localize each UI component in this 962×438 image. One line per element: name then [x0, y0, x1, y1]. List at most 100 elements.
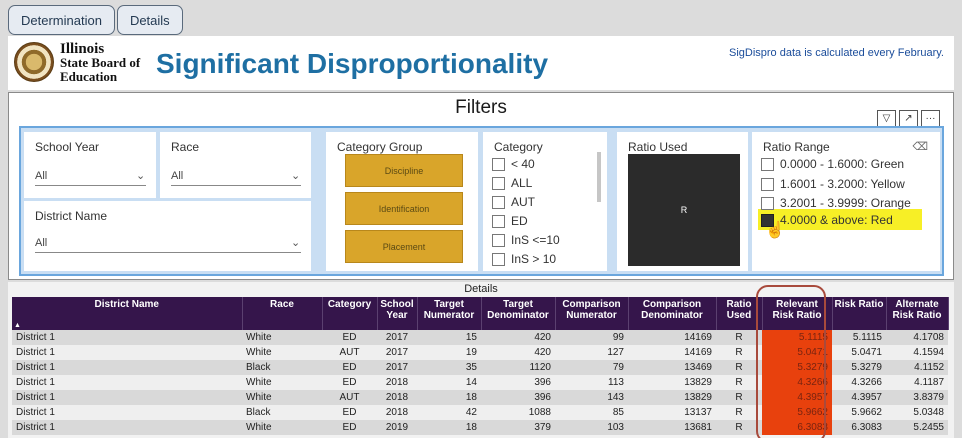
ratio-range-option-orange[interactable]: 3.2001 - 3.9999: Orange: [761, 195, 911, 211]
checkbox[interactable]: [492, 195, 505, 209]
table-row: District 1 White AUT 2017 19 420 127 14169 R 5.04…: [12, 345, 948, 360]
tab-details[interactable]: Details: [116, 5, 183, 35]
table-cell: 99: [555, 330, 628, 345]
tab-determination[interactable]: Determination: [8, 5, 115, 35]
ratio-used-label: Ratio Used: [628, 140, 688, 154]
column-header[interactable]: School Year: [377, 297, 418, 330]
table-cell: 1088: [481, 405, 555, 420]
category-group-discipline-button[interactable]: Discipline: [345, 154, 463, 187]
ratio-range-option-label: 1.6001 - 3.2000: Yellow: [780, 177, 905, 191]
column-header[interactable]: Risk Ratio: [832, 297, 887, 330]
ratio-used-r-tile[interactable]: R: [628, 154, 740, 266]
table-cell: District 1: [12, 420, 242, 435]
table-cell: 2017: [377, 360, 417, 375]
table-cell: 1120: [481, 360, 555, 375]
category-scrollbar[interactable]: [597, 152, 601, 202]
category-option-label: InS <=10: [511, 233, 560, 247]
table-cell: 5.0471: [762, 345, 832, 360]
category-option[interactable]: ED: [492, 213, 528, 229]
category-option[interactable]: ALL: [492, 175, 532, 191]
table-cell: 2018: [377, 375, 417, 390]
race-slicer: Race All ⌄: [160, 132, 311, 198]
table-row: District 1 White ED 2018 14 396 113 13829 R 4.326…: [12, 375, 948, 390]
district-name-slicer: District Name All ⌄: [24, 201, 311, 271]
table-cell: 13681: [628, 420, 716, 435]
category-group-placement-button[interactable]: Placement: [345, 230, 463, 263]
focus-mode-icon[interactable]: ↗: [899, 110, 918, 127]
checkbox-checked[interactable]: [761, 213, 774, 227]
table-cell: District 1: [12, 330, 242, 345]
checkbox[interactable]: [492, 252, 505, 266]
district-name-value: All: [35, 236, 48, 249]
table-cell: 42: [417, 405, 481, 420]
table-cell: 127: [555, 345, 628, 360]
race-value: All: [171, 169, 184, 182]
category-option[interactable]: < 40: [492, 156, 535, 172]
logo-line-3: Education: [60, 69, 118, 84]
checkbox[interactable]: [761, 157, 774, 171]
table-cell: 13829: [628, 390, 716, 405]
checkbox[interactable]: [492, 214, 505, 228]
table-cell: 13137: [628, 405, 716, 420]
table-cell: 3.8379: [886, 390, 948, 405]
table-row: District 1 White ED 2019 18 379 103 13681 R 6.308…: [12, 420, 948, 435]
category-option[interactable]: AUT: [492, 194, 535, 210]
table-cell: 113: [555, 375, 628, 390]
column-header[interactable]: Target Denominator: [481, 297, 556, 330]
table-cell: 18: [417, 420, 481, 435]
chevron-down-icon: ⌄: [291, 236, 301, 249]
clear-selections-icon[interactable]: ⌫: [912, 141, 928, 153]
table-cell: 85: [555, 405, 628, 420]
table-cell: ED: [322, 420, 377, 435]
column-header[interactable]: Comparison Denominator: [628, 297, 717, 330]
checkbox[interactable]: [492, 176, 505, 190]
ratio-range-option-yellow[interactable]: 1.6001 - 3.2000: Yellow: [761, 176, 905, 192]
category-label: Category: [494, 140, 543, 154]
school-year-dropdown[interactable]: All ⌄: [35, 166, 146, 186]
sort-ascending-icon[interactable]: ▲: [14, 322, 21, 329]
category-group-identification-button[interactable]: Identification: [345, 192, 463, 225]
table-cell: 18: [417, 390, 481, 405]
table-cell: 15: [417, 330, 481, 345]
table-cell: 103: [555, 420, 628, 435]
table-cell: 35: [417, 360, 481, 375]
race-dropdown[interactable]: All ⌄: [171, 166, 301, 186]
table-cell: District 1: [12, 390, 242, 405]
column-header[interactable]: Comparison Numerator: [555, 297, 629, 330]
table-cell: 2017: [377, 330, 417, 345]
table-cell: 14: [417, 375, 481, 390]
column-header[interactable]: Race: [242, 297, 323, 330]
checkbox[interactable]: [492, 233, 505, 247]
table-cell: District 1: [12, 405, 242, 420]
checkbox[interactable]: [761, 196, 774, 210]
table-cell: 5.3279: [762, 360, 832, 375]
more-options-icon[interactable]: ···: [921, 110, 940, 127]
checkbox[interactable]: [492, 157, 505, 171]
column-header[interactable]: District Name: [12, 297, 243, 330]
checkbox[interactable]: [761, 177, 774, 191]
column-header[interactable]: Ratio Used: [716, 297, 763, 330]
district-name-dropdown[interactable]: All ⌄: [35, 233, 301, 253]
table-cell: AUT: [322, 345, 377, 360]
filter-icon[interactable]: ▽: [877, 110, 896, 127]
column-header[interactable]: Alternate Risk Ratio: [886, 297, 949, 330]
table-cell: ED: [322, 360, 377, 375]
column-header[interactable]: Category: [322, 297, 378, 330]
ratio-range-option-red[interactable]: 4.0000 & above: Red: [761, 212, 893, 228]
table-cell: R: [716, 405, 762, 420]
filters-panel: Filters ▽ ↗ ··· School Year All ⌄ Race A…: [8, 92, 954, 280]
column-header[interactable]: Relevant Risk Ratio: [762, 297, 833, 330]
category-option[interactable]: InS > 10: [492, 251, 556, 267]
race-label: Race: [171, 140, 200, 154]
table-cell: White: [242, 375, 322, 390]
ratio-range-option-green[interactable]: 0.0000 - 1.6000: Green: [761, 156, 904, 172]
table-cell: 4.1708: [886, 330, 948, 345]
table-cell: 13829: [628, 375, 716, 390]
ratio-range-option-label: 4.0000 & above: Red: [780, 213, 893, 227]
slicer-container: School Year All ⌄ Race All ⌄ District Na…: [19, 126, 944, 276]
column-header[interactable]: Target Numerator: [417, 297, 482, 330]
table-cell: 4.1152: [886, 360, 948, 375]
category-option[interactable]: InS <=10: [492, 232, 560, 248]
isbe-logo-text: Illinois State Board of Education: [60, 42, 140, 84]
table-cell: R: [716, 375, 762, 390]
